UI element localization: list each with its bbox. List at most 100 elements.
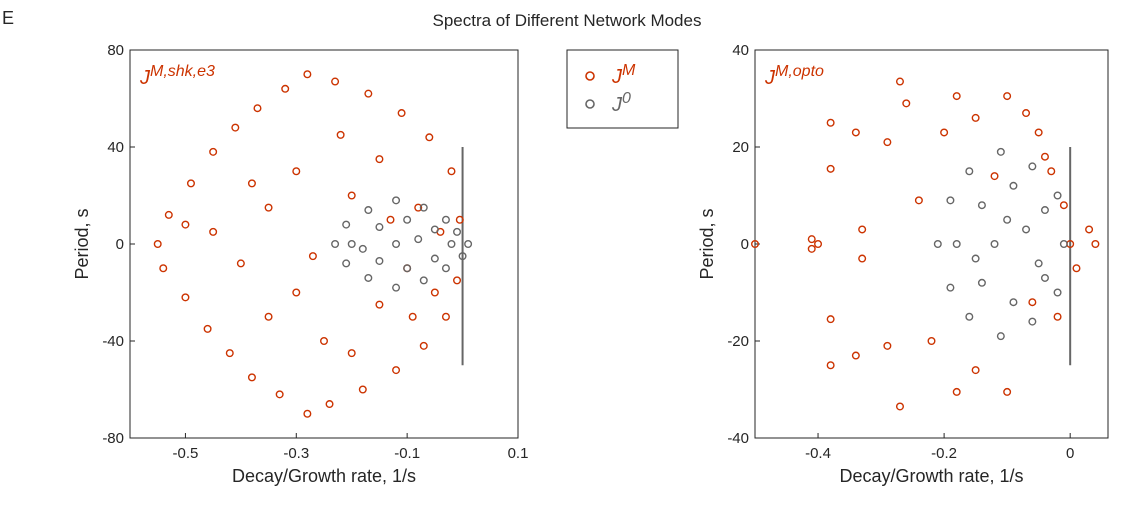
scatter-point xyxy=(971,254,980,263)
scatter-point xyxy=(1091,239,1100,248)
annotation-sup: M,opto xyxy=(775,63,824,80)
legend-label-base: J xyxy=(611,94,623,116)
scatter-point xyxy=(1003,215,1012,224)
scatter-point xyxy=(927,337,936,346)
scatter-point xyxy=(419,203,428,212)
scatter-point xyxy=(347,191,356,200)
scatter-point xyxy=(814,239,823,248)
scatter-point xyxy=(1047,167,1056,176)
y-tick-label: 40 xyxy=(107,139,124,156)
scatter-point xyxy=(895,77,904,86)
y-tick-label: 0 xyxy=(116,236,124,253)
scatter-point xyxy=(453,227,462,236)
scatter-point xyxy=(826,315,835,324)
scatter-point xyxy=(1003,387,1012,396)
x-tick-label: -0.3 xyxy=(283,445,309,462)
x-tick-label: -0.5 xyxy=(172,445,198,462)
scatter-point xyxy=(358,244,367,253)
scatter-point xyxy=(342,220,351,229)
scatter-point xyxy=(419,276,428,285)
scatter-point xyxy=(181,220,190,229)
scatter-point xyxy=(977,201,986,210)
scatter-point xyxy=(1053,312,1062,321)
scatter-point xyxy=(990,239,999,248)
scatter-point xyxy=(851,128,860,137)
scatter-point xyxy=(153,239,162,248)
annotation: JM,opto xyxy=(764,63,824,89)
scatter-point xyxy=(392,196,401,205)
y-tick-label: -40 xyxy=(102,333,124,350)
scatter-point xyxy=(977,278,986,287)
scatter-point xyxy=(347,239,356,248)
scatter-point xyxy=(751,239,760,248)
scatter-point xyxy=(971,366,980,375)
scatter-point xyxy=(331,239,340,248)
scatter-point xyxy=(858,225,867,234)
scatter-point xyxy=(430,288,439,297)
scatter-point xyxy=(347,349,356,358)
scatter-point xyxy=(447,167,456,176)
legend-label: J0 xyxy=(611,90,631,116)
x-tick-label: 0 xyxy=(1066,445,1074,462)
scatter-point xyxy=(320,337,329,346)
scatter-point xyxy=(933,239,942,248)
scatter-point xyxy=(1053,288,1062,297)
y-tick-label: -20 xyxy=(727,333,749,350)
scatter-point xyxy=(419,341,428,350)
scatter-point xyxy=(430,254,439,263)
y-tick-label: -80 xyxy=(102,430,124,447)
legend-label-base: J xyxy=(611,66,623,88)
scatter-point xyxy=(1003,92,1012,101)
scatter-point xyxy=(453,276,462,285)
legend-marker xyxy=(585,99,595,109)
y-tick-label: -40 xyxy=(727,430,749,447)
scatter-point xyxy=(826,361,835,370)
scatter-point xyxy=(375,155,384,164)
x-tick-label: -0.2 xyxy=(931,445,957,462)
scatter-point xyxy=(181,293,190,302)
scatter-point xyxy=(1053,191,1062,200)
scatter-point xyxy=(1034,128,1043,137)
scatter-point xyxy=(414,203,423,212)
scatter-point xyxy=(1009,181,1018,190)
scatter-point xyxy=(336,130,345,139)
scatter-point xyxy=(203,324,212,333)
x-tick-label: 0.1 xyxy=(508,445,529,462)
scatter-point xyxy=(441,264,450,273)
y-tick-label: 0 xyxy=(741,236,749,253)
scatter-point xyxy=(247,179,256,188)
panel-label: E xyxy=(2,8,14,28)
scatter-point xyxy=(996,332,1005,341)
legend-box xyxy=(566,49,679,129)
x-axis-label: Decay/Growth rate, 1/s xyxy=(232,466,416,486)
scatter-point xyxy=(1028,162,1037,171)
scatter-point xyxy=(292,167,301,176)
y-tick-label: 40 xyxy=(732,42,749,59)
scatter-point xyxy=(807,244,816,253)
plot-frame xyxy=(754,49,1109,439)
scatter-point xyxy=(408,312,417,321)
scatter-point xyxy=(209,147,218,156)
scatter-point xyxy=(952,387,961,396)
scatter-point xyxy=(186,179,195,188)
annotation-sup: M,shk,e3 xyxy=(150,63,215,80)
scatter-point xyxy=(1072,264,1081,273)
x-axis-label: Decay/Growth rate, 1/s xyxy=(839,466,1023,486)
scatter-point xyxy=(209,227,218,236)
scatter-point xyxy=(996,147,1005,156)
scatter-point xyxy=(375,223,384,232)
scatter-point xyxy=(464,239,473,248)
scatter-point xyxy=(1028,298,1037,307)
scatter-point xyxy=(952,239,961,248)
scatter-point xyxy=(159,264,168,273)
scatter-point xyxy=(458,252,467,261)
scatter-point xyxy=(303,70,312,79)
scatter-point xyxy=(264,312,273,321)
scatter-point xyxy=(447,239,456,248)
scatter-point xyxy=(364,89,373,98)
y-tick-label: 20 xyxy=(732,139,749,156)
scatter-point xyxy=(247,373,256,382)
scatter-point xyxy=(1040,273,1049,282)
scatter-point xyxy=(1040,152,1049,161)
annotation: JM,shk,e3 xyxy=(139,63,215,89)
